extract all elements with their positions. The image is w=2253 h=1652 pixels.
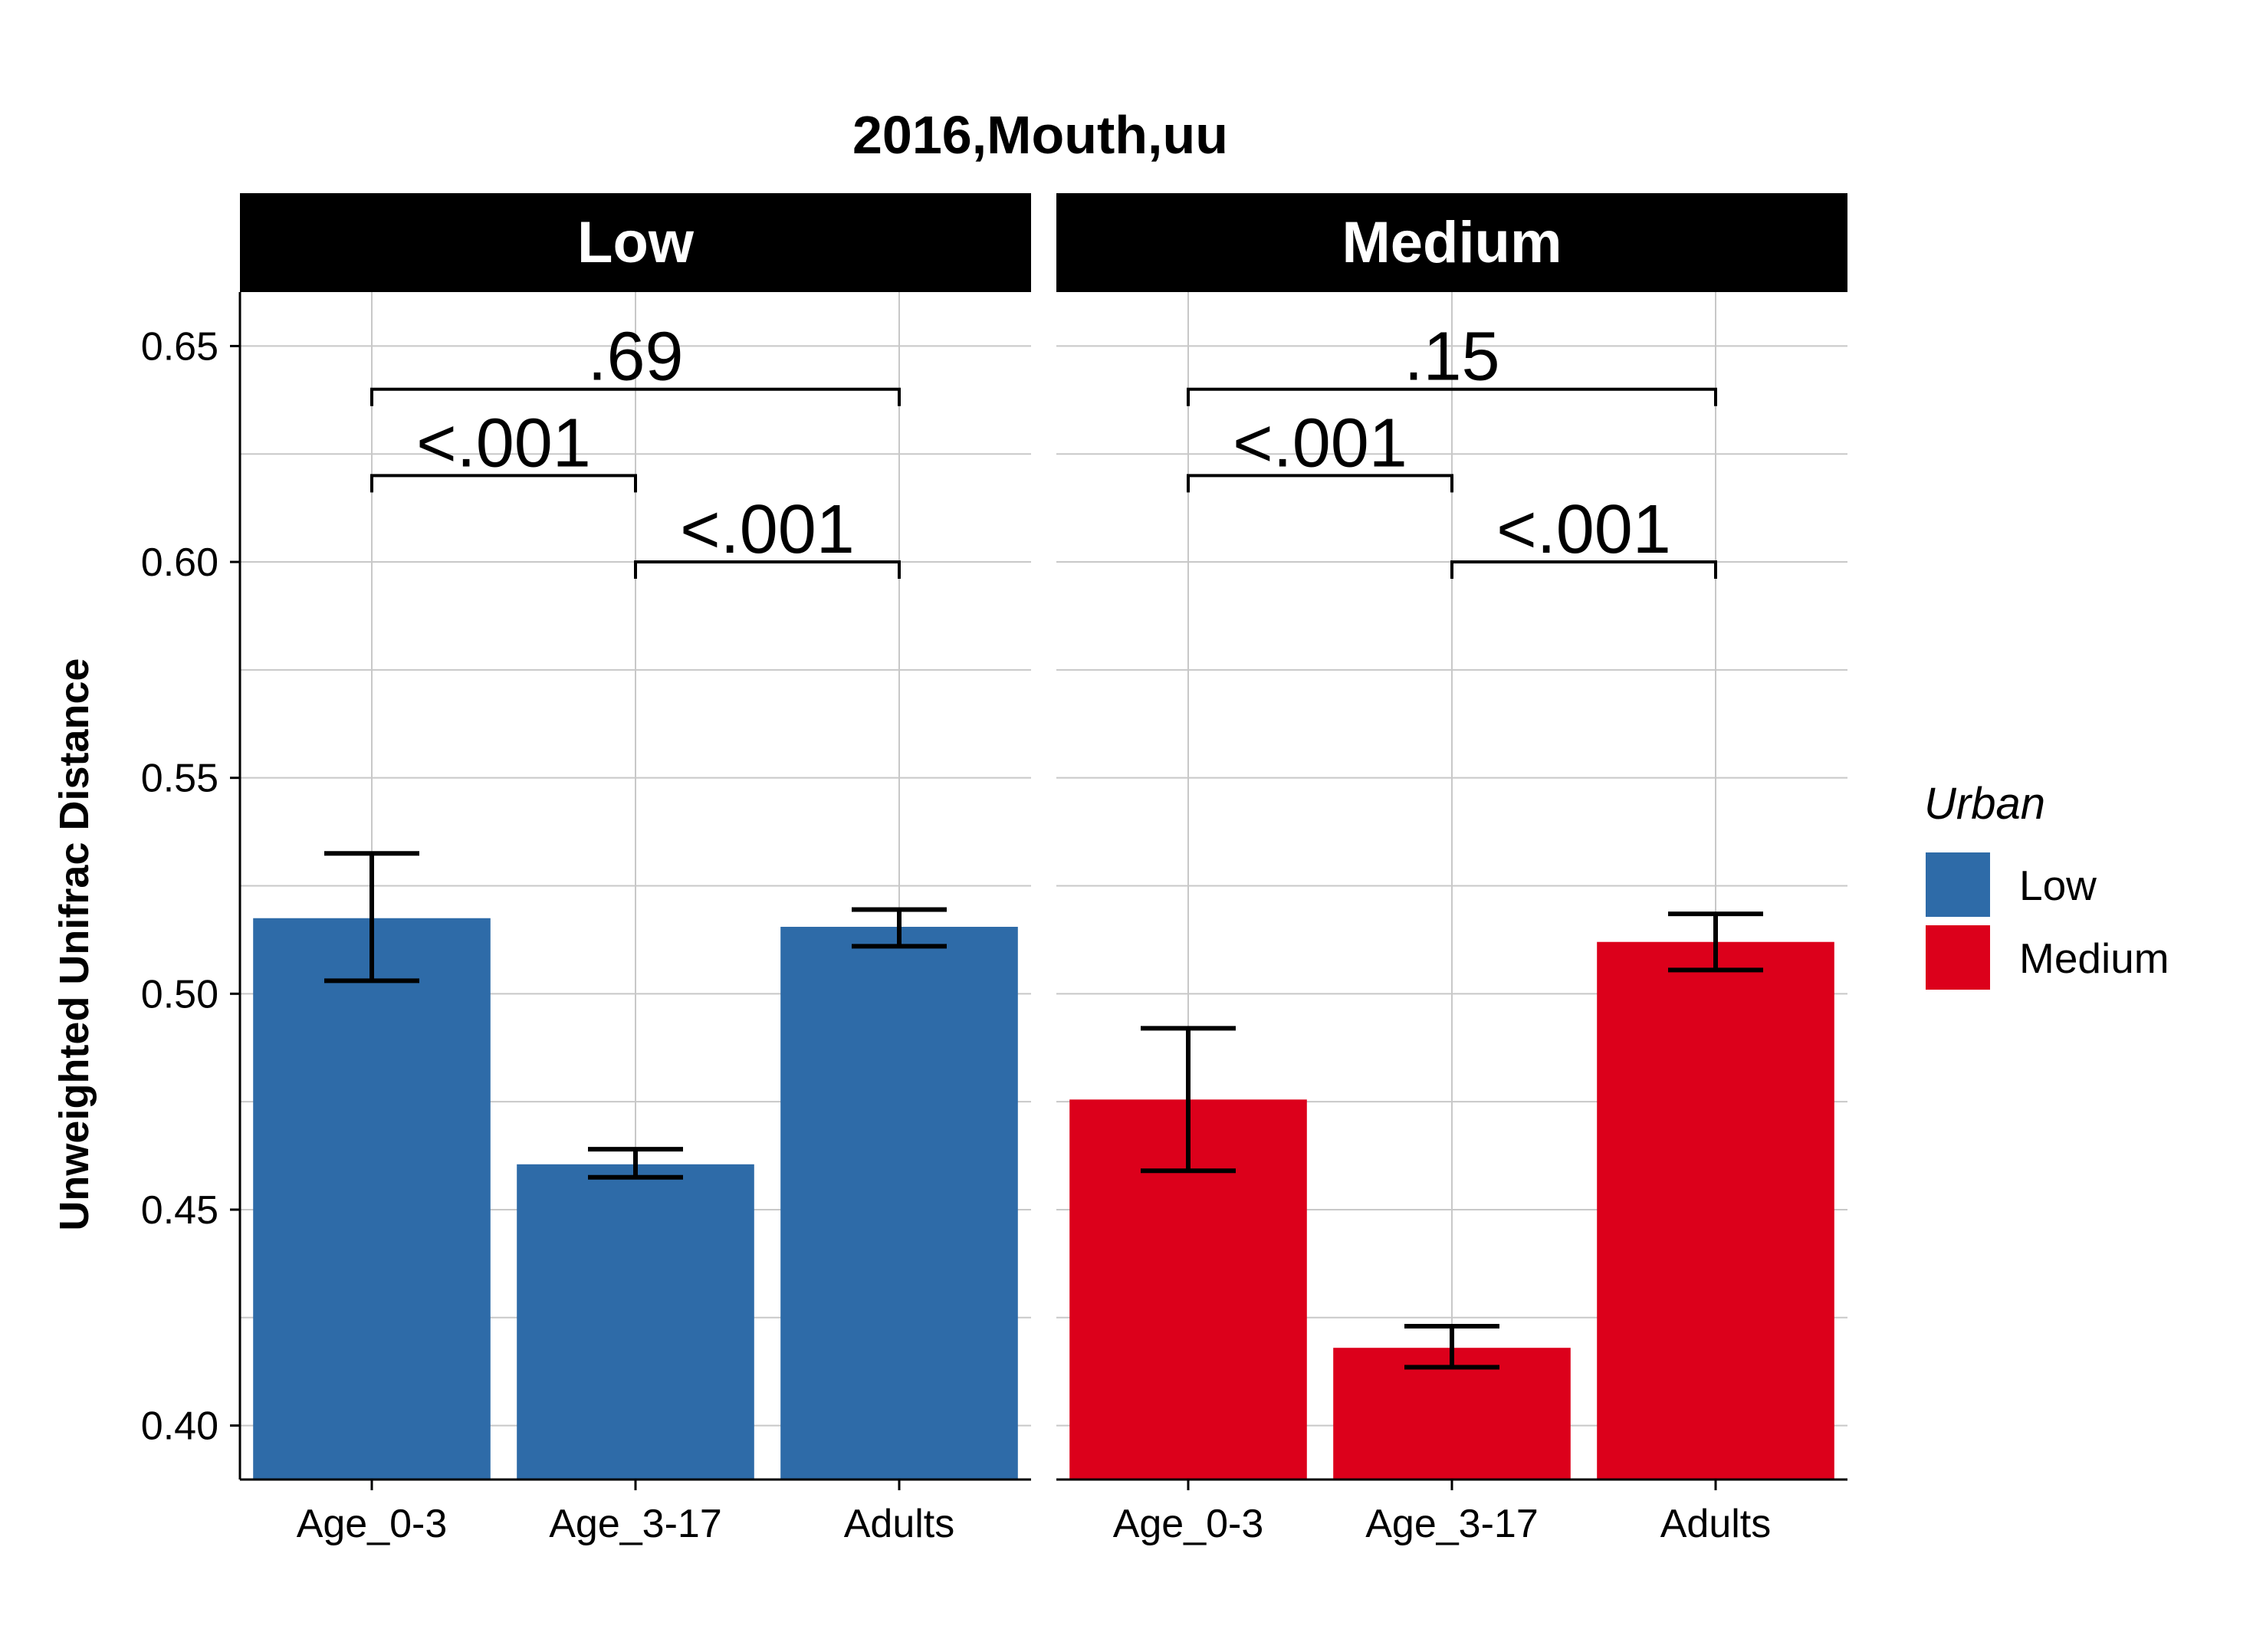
p-value-label: .69 [587, 319, 683, 396]
significance-bracket [370, 474, 637, 493]
bar [253, 918, 491, 1480]
p-value-label: <.001 [1233, 405, 1407, 481]
y-axis-title: Unweighted Unifrac Distance [51, 658, 97, 1230]
legend-label: Low [2019, 862, 2097, 909]
x-tick-label: Age_3-17 [549, 1502, 722, 1546]
p-value-label: .15 [1404, 319, 1499, 396]
significance-bracket [1450, 560, 1717, 580]
y-tick-label: 0.45 [141, 1188, 218, 1233]
chart-title: 2016,Mouth,uu [852, 105, 1228, 165]
x-tick-label: Adults [1660, 1502, 1772, 1546]
legend-swatch [1926, 925, 1990, 990]
legend: Urban Low Medium [1924, 779, 2169, 990]
legend-title: Urban [1924, 779, 2045, 829]
p-value-label: <.001 [416, 405, 591, 481]
legend-swatch [1926, 852, 1990, 917]
y-tick-label: 0.50 [141, 972, 218, 1016]
facet-strip-label: Low [577, 210, 695, 275]
significance-bracket [634, 560, 901, 580]
significance-bracket [370, 387, 901, 406]
y-axis: 0.40 0.45 0.50 0.55 0.60 0.65 [141, 324, 240, 1449]
x-tick-label: Age_0-3 [297, 1502, 448, 1546]
x-tick-label: Age_0-3 [1113, 1502, 1264, 1546]
y-tick-label: 0.60 [141, 540, 218, 585]
x-tick-label: Adults [844, 1502, 955, 1546]
legend-label: Medium [2019, 934, 2169, 982]
p-value-label: <.001 [1496, 491, 1671, 568]
significance-bracket [1187, 387, 1717, 406]
facet-strip [1056, 193, 1847, 292]
significance-bracket [1187, 474, 1453, 493]
bar [517, 1164, 754, 1480]
y-tick-label: 0.40 [141, 1404, 218, 1449]
x-tick-label: Age_3-17 [1365, 1502, 1539, 1546]
facet-strip [240, 193, 1031, 292]
y-tick-label: 0.55 [141, 757, 218, 801]
bar [1597, 941, 1834, 1480]
bar [1333, 1348, 1571, 1480]
panel-low: Low Age_0-3 Age_3-17 Adults .69 <.001 <.001 [238, 193, 1031, 1546]
panel-medium: Medium Age_0-3 Age_3-17 Adults .15 <.001 <.001 [1056, 193, 1847, 1546]
y-tick-label: 0.65 [141, 324, 218, 369]
facet-strip-label: Medium [1342, 210, 1562, 275]
p-value-label: <.001 [680, 491, 855, 568]
bar [780, 927, 1018, 1480]
